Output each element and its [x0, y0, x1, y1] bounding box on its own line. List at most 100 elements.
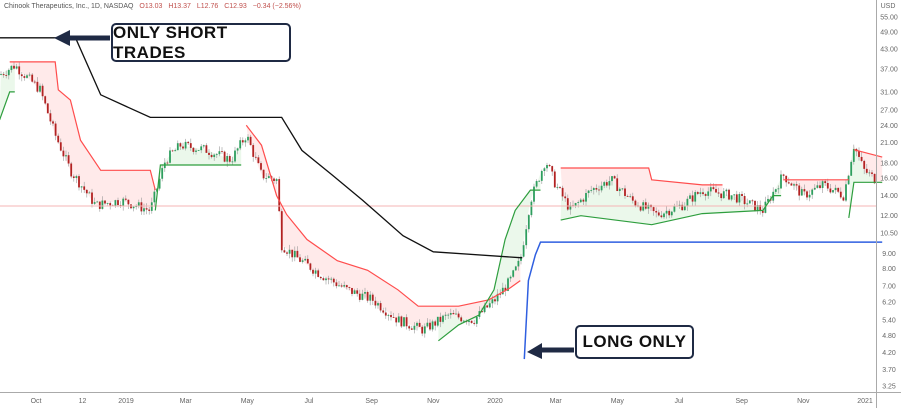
candle — [278, 179, 281, 212]
candle — [824, 181, 827, 184]
candle — [720, 193, 723, 199]
candle — [119, 205, 122, 206]
candle — [33, 81, 36, 83]
candle — [436, 316, 439, 326]
candle — [93, 202, 96, 204]
change-value: −0.34 (−2.56%) — [252, 3, 302, 10]
price-tick-label: 3.70 — [882, 367, 896, 374]
candle — [390, 314, 392, 318]
candle — [488, 303, 491, 308]
candle — [442, 315, 444, 322]
candle — [275, 179, 278, 181]
short-only-stop-line — [0, 37, 523, 259]
candle — [166, 162, 169, 164]
candle — [761, 210, 764, 213]
candle — [626, 195, 629, 197]
candle — [728, 189, 730, 200]
supertrend-up-fill — [155, 143, 242, 211]
candle — [28, 74, 31, 76]
candle — [106, 203, 109, 204]
low-value: L12.76 — [196, 3, 219, 10]
candle — [400, 316, 403, 327]
candle — [678, 204, 681, 206]
candle — [683, 205, 686, 211]
time-tick-label: Jul — [675, 398, 684, 405]
candle — [735, 194, 738, 203]
candle — [379, 303, 382, 311]
supertrend-down-line — [853, 149, 883, 158]
time-tick-label: Oct — [31, 398, 42, 405]
candle — [868, 172, 871, 174]
candle — [837, 187, 840, 192]
candle — [101, 200, 104, 209]
candle — [332, 278, 335, 283]
candle — [670, 211, 673, 216]
time-tick-label: May — [611, 398, 625, 405]
candle — [416, 322, 418, 326]
candle — [262, 169, 265, 179]
candle — [595, 188, 598, 190]
candle — [475, 316, 478, 324]
candle — [624, 188, 626, 196]
candle — [491, 299, 494, 304]
candle — [421, 326, 424, 334]
candle — [457, 313, 460, 318]
candle — [44, 96, 47, 104]
candle — [434, 321, 437, 326]
candle — [218, 151, 221, 155]
candle — [127, 199, 130, 205]
candle — [429, 322, 431, 330]
candle — [114, 200, 117, 206]
candle — [553, 171, 556, 188]
candle — [244, 140, 247, 143]
candle — [564, 196, 567, 199]
candle — [241, 140, 244, 143]
candle — [257, 157, 260, 164]
candle — [215, 154, 218, 156]
candle — [746, 203, 749, 205]
candle — [702, 192, 704, 195]
candle — [800, 189, 803, 196]
candle — [153, 191, 156, 203]
candle — [382, 310, 385, 313]
candle — [808, 194, 811, 198]
candle — [117, 200, 119, 206]
candle — [361, 293, 364, 300]
candle — [826, 183, 829, 189]
candle — [512, 270, 515, 277]
candle — [283, 250, 286, 253]
candle — [712, 187, 715, 189]
candle — [520, 256, 522, 261]
price-tick-label: 8.00 — [882, 266, 896, 273]
price-tick-label: 12.00 — [880, 213, 898, 220]
price-tick-label: 7.00 — [882, 284, 896, 291]
candle — [83, 186, 86, 190]
candle — [301, 260, 304, 262]
candle — [210, 154, 213, 158]
price-tick-label: 4.80 — [882, 333, 896, 340]
price-tick-label: 16.00 — [880, 176, 898, 183]
candle — [871, 172, 873, 174]
candle — [543, 168, 546, 171]
candle — [327, 278, 330, 280]
candle — [70, 163, 73, 177]
candle — [184, 141, 187, 149]
candle — [608, 181, 611, 186]
candle — [10, 65, 13, 71]
candle — [598, 189, 600, 191]
candle — [176, 143, 179, 151]
candle — [104, 200, 106, 204]
candle — [660, 215, 663, 218]
price-tick-label: 24.00 — [880, 123, 898, 130]
candle — [577, 202, 580, 203]
supertrend-up-line — [438, 189, 541, 342]
supertrend-down-line — [245, 124, 521, 307]
candle — [52, 121, 54, 124]
candle — [499, 293, 502, 295]
candle — [231, 161, 234, 163]
candle — [850, 161, 853, 176]
candle — [135, 206, 138, 208]
candle — [738, 194, 741, 203]
